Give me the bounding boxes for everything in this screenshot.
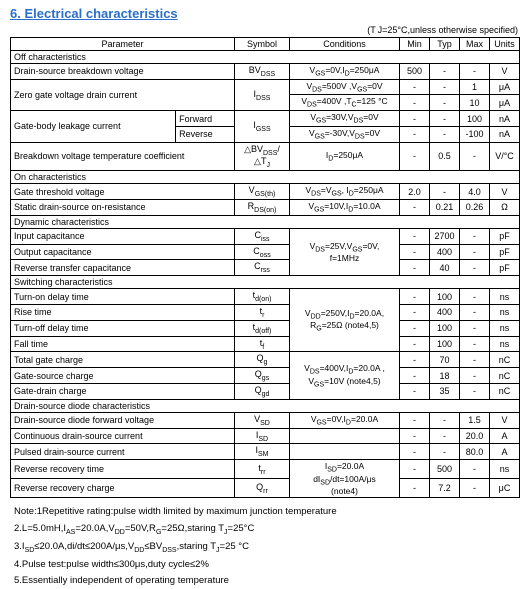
col-parameter: Parameter — [11, 38, 235, 51]
section-title: 6. Electrical characteristics — [0, 0, 530, 25]
table-row: Rise timetr-400-ns — [11, 304, 520, 320]
table-row: Gate threshold voltageVGS(th)VDS=VGS, ID… — [11, 184, 520, 200]
condition-note: (T J=25°C,unless otherwise specified) — [0, 25, 530, 37]
table-row: Static drain-source on-resistanceRDS(on)… — [11, 199, 520, 215]
col-typ: Typ — [430, 38, 460, 51]
note-line: Note:1Repetitive rating:pulse width limi… — [14, 504, 520, 519]
table-row: Reverse recovery timetrrISD=20.0AdISD/dt… — [11, 460, 520, 479]
table-row: Gate-body leakage currentForwardIGSSVGS=… — [11, 111, 520, 127]
table-row: Continuous drain-source currentISD--20.0… — [11, 428, 520, 444]
section-on: On characteristics — [11, 171, 520, 184]
table-row: Input capacitanceCissVDS=25V,VGS=0V,f=1M… — [11, 228, 520, 244]
col-units: Units — [490, 38, 520, 51]
table-row: Turn-off delay timetd(off)-100-ns — [11, 320, 520, 336]
table-row: Total gate chargeQgVDS=400V,ID=20.0A ,VG… — [11, 352, 520, 368]
section-sw: Switching characteristics — [11, 276, 520, 289]
table-row: Gate-source chargeQgs-18-nC — [11, 368, 520, 384]
table-row: Turn-on delay timetd(on)VDD=250V,ID=20.0… — [11, 289, 520, 305]
section-diode: Drain-source diode characteristics — [11, 399, 520, 412]
note-line: 3.ISD≤20.0A,di/dt≤200A/μs,VDD≤BVDSS,star… — [14, 539, 520, 556]
notes-block: Note:1Repetitive rating:pulse width limi… — [0, 498, 530, 588]
table-row: Output capacitanceCoss-400-pF — [11, 244, 520, 260]
header-row: Parameter Symbol Conditions Min Typ Max … — [11, 38, 520, 51]
table-row: Reverse transfer capacitanceCrss-40-pF — [11, 260, 520, 276]
table-row: Reverse recovery chargeQrr-7.2-μC — [11, 479, 520, 498]
table-row: Gate-drain chargeQgd-35-nC — [11, 383, 520, 399]
col-min: Min — [400, 38, 430, 51]
col-max: Max — [460, 38, 490, 51]
note-line: 5.Essentially independent of operating t… — [14, 573, 520, 588]
table-row: Drain-source diode forward voltageVSDVGS… — [11, 412, 520, 428]
table-row: Zero gate voltage drain currentIDSSVDS=5… — [11, 79, 520, 95]
section-dyn: Dynamic characteristics — [11, 215, 520, 228]
table-row: Pulsed drain-source currentISM--80.0A — [11, 444, 520, 460]
characteristics-table: Parameter Symbol Conditions Min Typ Max … — [10, 37, 520, 498]
col-conditions: Conditions — [290, 38, 400, 51]
table-row: Fall timetf-100-ns — [11, 336, 520, 352]
col-symbol: Symbol — [235, 38, 290, 51]
table-row: Breakdown voltage temperature coefficien… — [11, 142, 520, 171]
table-row: Drain-source breakdown voltageBVDSSVGS=0… — [11, 64, 520, 80]
note-line: 4.Pulse test:pulse width≤300μs,duty cycl… — [14, 557, 520, 572]
section-off: Off characteristics — [11, 51, 520, 64]
note-line: 2.L=5.0mH,IAS=20.0A,VDD=50V,RG=25Ω,stari… — [14, 521, 520, 538]
